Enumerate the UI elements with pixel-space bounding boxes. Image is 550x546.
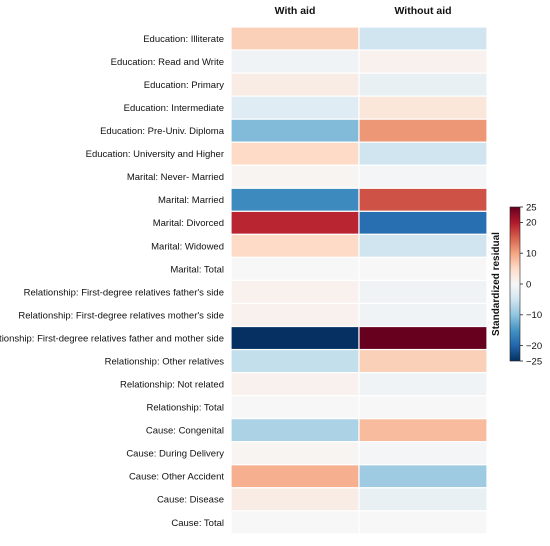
heatmap-cell bbox=[358, 49, 488, 74]
row-label: Marital: Total bbox=[170, 264, 224, 275]
row-label: Relationship: First-degree relatives fat… bbox=[0, 333, 224, 344]
heatmap-cell bbox=[230, 325, 360, 351]
heatmap-cell bbox=[358, 325, 488, 351]
row-label: Cause: Other Accident bbox=[129, 472, 224, 483]
heatmap-cell bbox=[230, 348, 360, 374]
heatmap-cell bbox=[358, 26, 488, 51]
column-labels: With aid Without aid bbox=[275, 5, 452, 17]
heatmap-cell bbox=[358, 72, 488, 97]
heatmap-cell bbox=[358, 187, 488, 212]
row-label: Relationship: First-degree relatives fat… bbox=[24, 287, 224, 298]
row-labels: Education: Illiterate Education: Read and… bbox=[0, 34, 225, 529]
colorbar-tick-label: 25 bbox=[526, 202, 537, 213]
heatmap-cell bbox=[230, 256, 360, 282]
column-label: Without aid bbox=[394, 5, 451, 17]
row-label: Cause: Disease bbox=[157, 495, 224, 506]
heatmap-cell bbox=[358, 95, 488, 120]
heatmap-cell bbox=[230, 418, 360, 443]
row-label: Marital: Married bbox=[158, 195, 224, 206]
heatmap-cell bbox=[230, 395, 360, 420]
colorbar-label: Standardized residual bbox=[491, 232, 502, 336]
heatmap-cells bbox=[230, 26, 488, 535]
colorbar-tick-label: 10 bbox=[526, 249, 537, 260]
heatmap-cell bbox=[358, 141, 488, 166]
row-label: Education: Intermediate bbox=[124, 103, 224, 114]
heatmap-cell bbox=[230, 233, 360, 259]
row-label: Marital: Never- Married bbox=[127, 172, 224, 183]
heatmap-cell bbox=[230, 141, 360, 166]
heatmap-cell bbox=[230, 164, 360, 189]
heatmap-cell bbox=[230, 26, 360, 51]
colorbar-tick-label: −20 bbox=[526, 341, 542, 352]
heatmap-cell bbox=[358, 464, 488, 489]
colorbar-gradient bbox=[509, 206, 521, 362]
heatmap-cell bbox=[358, 487, 488, 512]
heatmap-cell bbox=[358, 302, 488, 328]
row-label: Marital: Widowed bbox=[151, 241, 224, 252]
heatmap-cell bbox=[230, 187, 360, 212]
heatmap-cell bbox=[230, 464, 360, 489]
heatmap-cell bbox=[230, 441, 360, 466]
heatmap-cell bbox=[230, 279, 360, 305]
colorbar-tick-label: 0 bbox=[526, 279, 531, 290]
heatmap-cell bbox=[358, 395, 488, 420]
heatmap-cell bbox=[358, 510, 488, 535]
heatmap-cell bbox=[230, 118, 360, 143]
column-label: With aid bbox=[275, 5, 316, 17]
row-label: Education: Read and Write bbox=[111, 57, 224, 68]
heatmap-cell bbox=[230, 302, 360, 328]
heatmap-cell bbox=[358, 279, 488, 305]
row-label: Relationship: First-degree relatives mot… bbox=[18, 310, 224, 321]
heatmap-cell bbox=[230, 372, 360, 397]
heatmap-cell bbox=[358, 372, 488, 397]
row-label: Relationship: Total bbox=[147, 403, 224, 414]
heatmap-cell bbox=[358, 348, 488, 374]
row-label: Cause: Total bbox=[171, 518, 224, 529]
heatmap-cell bbox=[230, 95, 360, 120]
row-label: Cause: Congenital bbox=[146, 426, 224, 437]
heatmap-cell bbox=[358, 118, 488, 143]
row-label: Education: Primary bbox=[144, 80, 225, 91]
colorbar-tick-label: 20 bbox=[526, 218, 537, 229]
heatmap-cell bbox=[230, 510, 360, 535]
row-label: Marital: Divorced bbox=[153, 218, 224, 229]
heatmap-cell bbox=[358, 418, 488, 443]
heatmap-cell bbox=[358, 210, 488, 235]
row-label: Relationship: Other relatives bbox=[105, 356, 225, 367]
heatmap-cell bbox=[358, 256, 488, 282]
row-label: Education: Illiterate bbox=[143, 34, 224, 45]
heatmap-cell bbox=[358, 441, 488, 466]
colorbar-tick-label: −10 bbox=[526, 310, 542, 321]
colorbar-tick-label: −25 bbox=[526, 356, 542, 367]
heatmap-cell bbox=[358, 233, 488, 259]
row-label: Education: University and Higher bbox=[86, 149, 224, 160]
heatmap-cell bbox=[230, 49, 360, 74]
heatmap-cell bbox=[230, 72, 360, 97]
heatmap-cell bbox=[230, 210, 360, 235]
row-label: Cause: During Delivery bbox=[126, 449, 224, 460]
heatmap-cell bbox=[358, 164, 488, 189]
heatmap-cell bbox=[230, 487, 360, 512]
row-label: Relationship: Not related bbox=[120, 380, 224, 391]
colorbar: 25 20 10 0 −10 −20 −25 Standardized residual bbox=[491, 202, 542, 367]
row-label: Education: Pre-Univ. Diploma bbox=[100, 126, 225, 137]
